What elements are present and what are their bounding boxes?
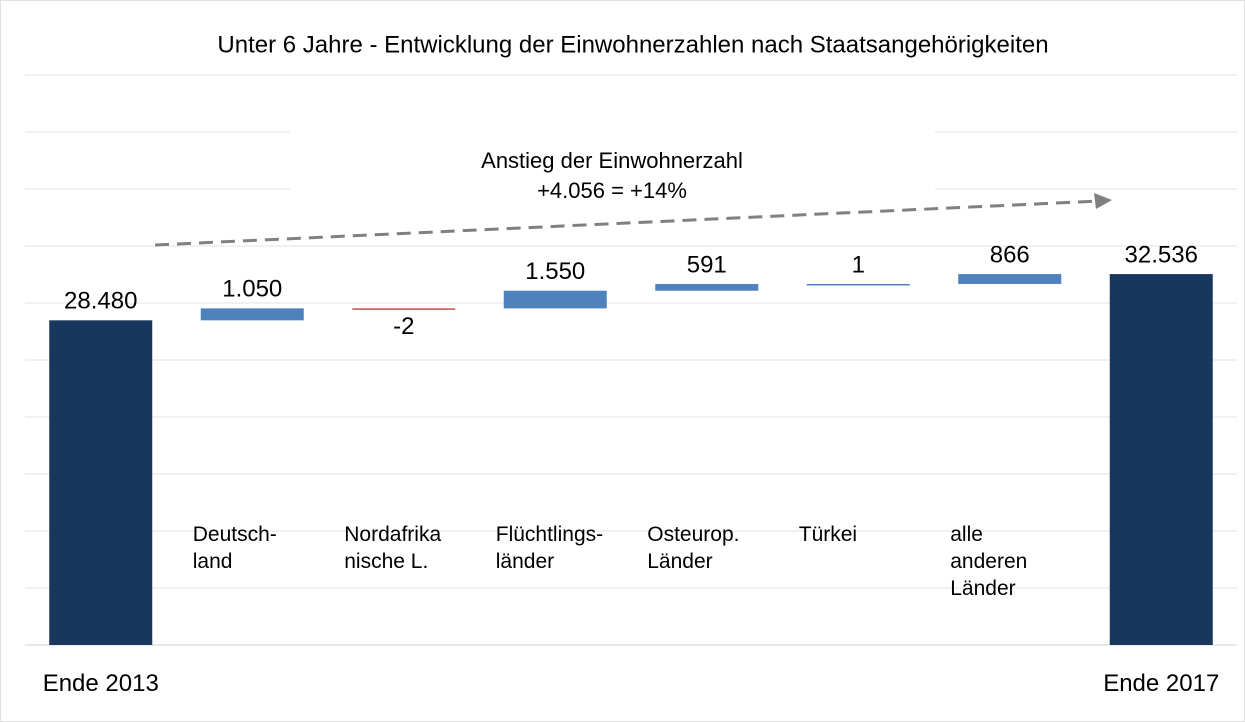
value-label: 28.480 bbox=[64, 288, 137, 315]
value-label: -2 bbox=[393, 313, 414, 340]
bar bbox=[503, 290, 607, 309]
trend-arrow bbox=[154, 199, 1101, 247]
trend-arrowhead bbox=[1094, 193, 1112, 209]
annotation-backdrop bbox=[290, 128, 935, 218]
value-label: 866 bbox=[990, 241, 1030, 268]
value-label: 1.050 bbox=[222, 276, 282, 303]
chart-title: Unter 6 Jahre - Entwicklung der Einwohne… bbox=[217, 31, 1048, 58]
bar bbox=[1109, 274, 1213, 645]
bar bbox=[655, 283, 759, 291]
category-label: Nordafrika nische L. bbox=[344, 523, 442, 573]
value-label: 32.536 bbox=[1125, 241, 1198, 268]
category-label: Flüchtlings- länder bbox=[495, 523, 604, 573]
bar bbox=[200, 308, 304, 321]
x-tick-label: Ende 2013 bbox=[42, 670, 159, 697]
x-tick-label: Ende 2017 bbox=[1103, 670, 1220, 697]
category-label: alle anderen Länder bbox=[950, 523, 1028, 600]
bar bbox=[958, 274, 1062, 284]
category-label: Osteurop. Länder bbox=[647, 523, 740, 573]
value-label: 1.550 bbox=[525, 258, 585, 285]
bar bbox=[352, 308, 456, 310]
bar bbox=[49, 320, 153, 645]
category-label: Türkei bbox=[798, 523, 858, 546]
category-label: Deutsch- land bbox=[192, 523, 277, 573]
bar bbox=[806, 283, 910, 286]
value-label: 591 bbox=[687, 251, 727, 278]
annotation: Anstieg der Einwohnerzahl bbox=[481, 148, 743, 173]
annotation: +4.056 = +14% bbox=[537, 178, 687, 203]
value-label: 1 bbox=[852, 251, 865, 278]
